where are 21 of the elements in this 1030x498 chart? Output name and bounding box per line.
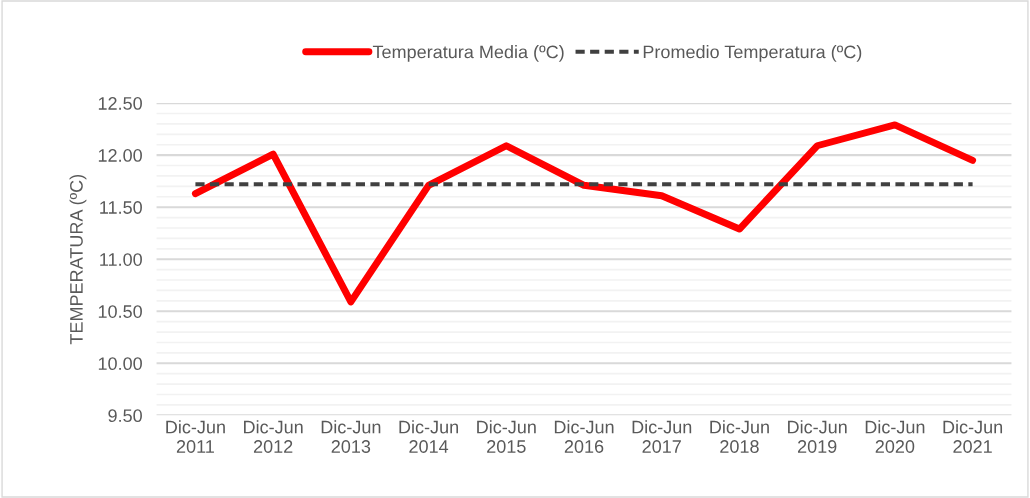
y-tick-label: 11.50 (100, 201, 142, 214)
x-tick-label: Dic-Jun 2019 (788, 420, 847, 453)
x-tick-label: Dic-Jun 2017 (632, 420, 692, 453)
x-tick-label: Dic-Jun 2015 (477, 420, 536, 453)
x-tick-label: Dic-Jun 2018 (710, 420, 769, 453)
y-tick-label: 12.50 (98, 97, 142, 110)
legend-label: Temperatura Media (ºC) (372, 45, 564, 62)
legend-label: Promedio Temperatura (ºC) (643, 45, 862, 62)
y-tick-label: 10.50 (98, 305, 142, 318)
y-tick-label: 9.50 (108, 409, 142, 423)
x-tick-label: Dic-Jun 2011 (166, 420, 225, 453)
y-axis-title: TEMPERATURA (ºC) (69, 174, 87, 345)
x-tick-label: Dic-Jun 2016 (554, 420, 614, 453)
x-tick-label: Dic-Jun 2014 (399, 420, 458, 453)
y-tick-label: 10.00 (98, 357, 142, 371)
y-tick-label: 12.00 (98, 149, 142, 162)
y-tick-label: 11.00 (100, 253, 142, 266)
x-tick-label: Dic-Jun 2020 (865, 420, 925, 453)
x-tick-label: Dic-Jun 2021 (943, 420, 1003, 453)
x-tick-label: Dic-Jun 2013 (321, 420, 381, 453)
x-tick-label: Dic-Jun 2012 (244, 420, 303, 453)
